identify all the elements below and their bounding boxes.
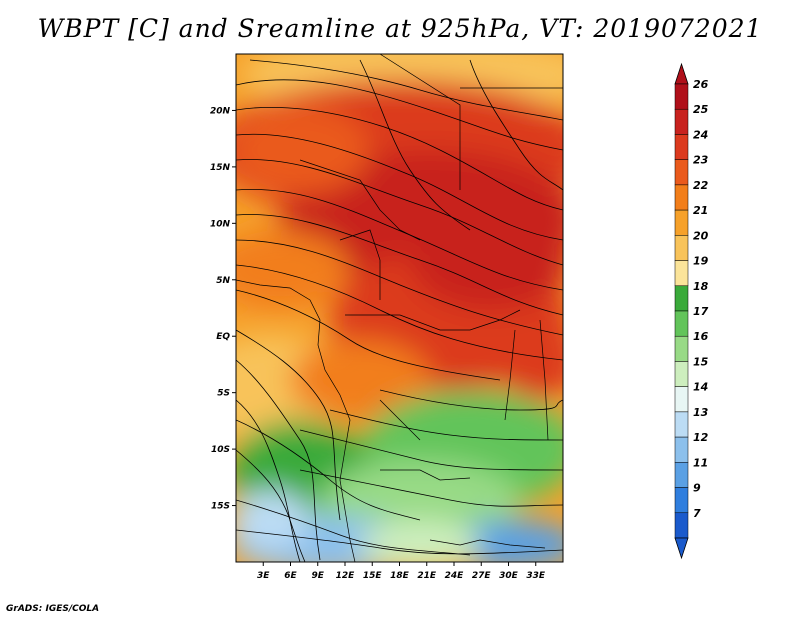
colorbar-label: 13 [693, 406, 709, 419]
lon-tick-label: 18E [390, 571, 410, 581]
lon-tick-label: 33E [526, 571, 546, 581]
colorbar-segment [674, 512, 689, 539]
colorbar-segment [674, 436, 689, 463]
colorbar-segment [674, 235, 689, 261]
country-borders [236, 54, 563, 562]
colorbar-label: 11 [693, 456, 708, 469]
colorbar-label: 26 [693, 78, 709, 91]
colorbar-label: 12 [693, 431, 709, 444]
longitude-axis: 3E 6E 9E 12E 15E 18E 21E 24E 27E 30E 33E [257, 562, 546, 581]
colorbar-segment [674, 184, 689, 211]
lon-tick-label: 21E [417, 571, 437, 581]
colorbar-label: 15 [693, 355, 709, 368]
lat-tick-label: EQ [216, 332, 230, 342]
lat-tick-label: 5N [216, 276, 230, 286]
colorbar-label: 18 [693, 280, 709, 293]
colorbar-label: 7 [693, 507, 701, 520]
colorbar-segment [674, 462, 689, 488]
plot-title: WBPT [C] and Sreamline at 925hPa, VT: 20… [37, 14, 763, 43]
colorbar-segment [674, 310, 689, 337]
colorbar-label: 23 [693, 154, 709, 167]
lon-tick-label: 9E [312, 571, 325, 581]
colorbar-segment [674, 487, 689, 514]
colorbar-segment [674, 386, 689, 413]
lat-tick-label: 10S [211, 445, 230, 455]
colorbar-label: 20 [693, 229, 709, 242]
colorbar-segment [674, 108, 689, 135]
latitude-axis: 20N 15N 10N 5N EQ 5S 10S 15S [210, 106, 236, 512]
colorbar-segment [674, 335, 689, 362]
lon-tick-label: 27E [472, 571, 492, 581]
colorbar-label: 16 [693, 330, 709, 343]
lon-tick-label: 30E [499, 571, 519, 581]
colorbar-segment [674, 260, 689, 287]
colorbar-segment [674, 209, 689, 236]
lat-tick-label: 20N [210, 106, 231, 116]
lon-tick-label: 12E [336, 571, 356, 581]
lon-tick-label: 3E [257, 571, 270, 581]
lat-tick-label: 5S [217, 389, 230, 399]
colorbar-segment [674, 134, 689, 160]
lon-tick-label: 15E [363, 571, 383, 581]
colorbar-segment [674, 83, 689, 110]
colorbar-label: 22 [693, 179, 709, 192]
colorbar-label: 24 [693, 128, 708, 141]
colorbar-arrow-top [674, 62, 689, 85]
colorbar-segment [674, 361, 689, 387]
colorbar-label: 14 [693, 381, 708, 394]
colorbar-label: 19 [693, 255, 709, 268]
colorbar-label: 9 [693, 482, 701, 495]
wbpt-field [236, 54, 563, 562]
colorbar-label: 17 [693, 305, 709, 318]
lon-tick-label: 6E [284, 571, 297, 581]
colorbar-segment [674, 285, 689, 312]
colorbar: 26 25 24 23 22 21 20 19 18 17 16 15 14 13 12 11 9 7 [674, 62, 709, 560]
colorbar-label: 21 [693, 204, 708, 217]
lat-tick-label: 10N [210, 219, 231, 229]
colorbar-arrow-bottom [674, 537, 689, 560]
lat-tick-label: 15N [210, 163, 231, 173]
lon-tick-label: 24E [445, 571, 465, 581]
colorbar-segment [674, 411, 689, 438]
streamlines [236, 59, 563, 562]
colorbar-segment [674, 159, 689, 186]
colorbar-label: 25 [693, 103, 709, 116]
footer-credit: GrADS: IGES/COLA [6, 604, 100, 614]
lat-tick-label: 15S [211, 502, 230, 512]
